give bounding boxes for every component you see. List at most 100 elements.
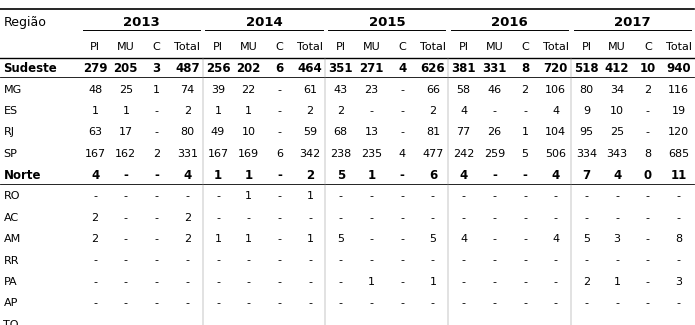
- Text: 2: 2: [521, 85, 529, 95]
- Text: -: -: [93, 319, 97, 325]
- Text: -: -: [216, 191, 220, 202]
- Text: Total: Total: [174, 42, 200, 52]
- Text: 43: 43: [334, 85, 348, 95]
- Text: 4: 4: [460, 106, 467, 116]
- Text: -: -: [523, 298, 527, 308]
- Text: 106: 106: [546, 85, 566, 95]
- Text: 26: 26: [487, 127, 501, 137]
- Text: -: -: [308, 298, 312, 308]
- Text: 2015: 2015: [368, 16, 405, 29]
- Text: -: -: [615, 213, 619, 223]
- Text: 685: 685: [668, 149, 689, 159]
- Text: -: -: [154, 191, 158, 202]
- Text: -: -: [277, 319, 281, 325]
- Text: Região: Região: [3, 16, 47, 29]
- Text: 626: 626: [420, 62, 445, 75]
- Text: -: -: [186, 319, 189, 325]
- Text: 48: 48: [88, 85, 102, 95]
- Text: -: -: [584, 213, 589, 223]
- Text: -: -: [338, 298, 343, 308]
- Text: -: -: [154, 169, 159, 182]
- Text: -: -: [615, 191, 619, 202]
- Text: 1: 1: [368, 277, 375, 287]
- Text: 3: 3: [675, 277, 682, 287]
- Text: 80: 80: [580, 85, 594, 95]
- Text: -: -: [400, 106, 404, 116]
- Text: 23: 23: [364, 85, 379, 95]
- Text: 74: 74: [180, 85, 195, 95]
- Text: -: -: [277, 191, 281, 202]
- Text: -: -: [277, 234, 281, 244]
- Text: 25: 25: [119, 85, 133, 95]
- Text: -: -: [216, 277, 220, 287]
- Text: 242: 242: [453, 149, 474, 159]
- Text: 8: 8: [644, 149, 651, 159]
- Text: -: -: [154, 234, 158, 244]
- Text: 1: 1: [521, 127, 528, 137]
- Text: -: -: [523, 319, 527, 325]
- Text: 1: 1: [122, 106, 129, 116]
- Text: -: -: [277, 127, 281, 137]
- Text: 487: 487: [175, 62, 199, 75]
- Text: -: -: [646, 106, 650, 116]
- Text: 63: 63: [88, 127, 102, 137]
- Text: MG: MG: [3, 85, 22, 95]
- Text: -: -: [461, 255, 466, 266]
- Text: 4: 4: [553, 106, 559, 116]
- Text: -: -: [431, 298, 435, 308]
- Text: 4: 4: [553, 234, 559, 244]
- Text: 1: 1: [306, 234, 313, 244]
- Text: 5: 5: [521, 149, 528, 159]
- Text: 1: 1: [215, 106, 222, 116]
- Text: -: -: [154, 319, 158, 325]
- Text: PI: PI: [459, 42, 468, 52]
- Text: -: -: [216, 298, 220, 308]
- Text: -: -: [461, 213, 466, 223]
- Text: -: -: [277, 85, 281, 95]
- Text: 167: 167: [207, 149, 229, 159]
- Text: 256: 256: [206, 62, 230, 75]
- Text: -: -: [523, 277, 527, 287]
- Text: -: -: [584, 298, 589, 308]
- Text: AM: AM: [3, 234, 21, 244]
- Text: 46: 46: [487, 85, 501, 95]
- Text: 13: 13: [364, 127, 379, 137]
- Text: -: -: [370, 319, 373, 325]
- Text: 6: 6: [429, 169, 437, 182]
- Text: -: -: [186, 277, 189, 287]
- Text: 4: 4: [552, 169, 560, 182]
- Text: -: -: [370, 106, 373, 116]
- Text: 2: 2: [583, 277, 590, 287]
- Text: -: -: [584, 191, 589, 202]
- Text: 1: 1: [92, 106, 99, 116]
- Text: 39: 39: [211, 85, 225, 95]
- Text: 381: 381: [451, 62, 476, 75]
- Text: -: -: [93, 191, 97, 202]
- Text: -: -: [523, 169, 528, 182]
- Text: 1: 1: [245, 191, 252, 202]
- Text: 5: 5: [430, 234, 436, 244]
- Text: 202: 202: [236, 62, 261, 75]
- Text: 1: 1: [214, 169, 222, 182]
- Text: -: -: [338, 319, 343, 325]
- Text: 169: 169: [238, 149, 259, 159]
- Text: -: -: [646, 277, 650, 287]
- Text: 104: 104: [545, 127, 566, 137]
- Text: 1: 1: [153, 85, 160, 95]
- Text: -: -: [554, 255, 558, 266]
- Text: -: -: [676, 298, 680, 308]
- Text: 259: 259: [484, 149, 505, 159]
- Text: 5: 5: [337, 234, 344, 244]
- Text: 238: 238: [330, 149, 352, 159]
- Text: -: -: [400, 191, 404, 202]
- Text: 2: 2: [92, 234, 99, 244]
- Text: -: -: [400, 319, 404, 325]
- Text: -: -: [247, 213, 251, 223]
- Text: -: -: [93, 277, 97, 287]
- Text: 1: 1: [368, 169, 375, 182]
- Text: RO: RO: [3, 191, 20, 202]
- Text: -: -: [308, 255, 312, 266]
- Text: -: -: [584, 255, 589, 266]
- Text: PI: PI: [336, 42, 346, 52]
- Text: 3: 3: [614, 234, 621, 244]
